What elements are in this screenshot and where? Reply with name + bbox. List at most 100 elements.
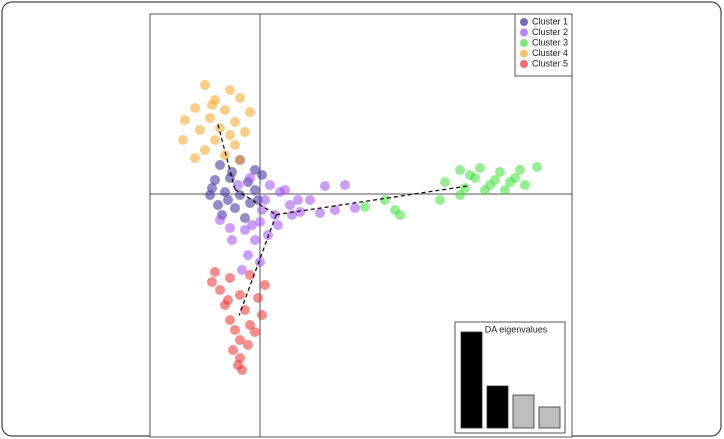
point [380, 195, 390, 205]
point [180, 115, 190, 125]
point [255, 257, 265, 267]
point [243, 340, 253, 350]
point [520, 180, 530, 190]
point [215, 123, 225, 133]
point [200, 80, 210, 90]
point [223, 295, 233, 305]
point [455, 190, 465, 200]
point [230, 325, 240, 335]
point [227, 167, 237, 177]
point [225, 130, 235, 140]
centroid-link [234, 188, 277, 216]
point [215, 215, 225, 225]
point [205, 113, 215, 123]
point [215, 160, 225, 170]
point [247, 220, 257, 230]
point [240, 127, 250, 137]
point [265, 180, 275, 190]
point [213, 200, 223, 210]
point [350, 203, 360, 213]
point [285, 200, 295, 210]
point [235, 290, 245, 300]
point [253, 293, 263, 303]
point [220, 150, 230, 160]
legend-label: Cluster 5 [532, 58, 568, 68]
eigen-bar [538, 406, 561, 429]
legend-label: Cluster 3 [532, 37, 568, 47]
point [190, 153, 200, 163]
point [210, 267, 220, 277]
point [207, 100, 217, 110]
point [240, 225, 250, 235]
point [250, 165, 260, 175]
point [257, 310, 267, 320]
point [230, 117, 240, 127]
point [500, 185, 510, 195]
point [237, 265, 247, 275]
point [250, 235, 260, 245]
point [220, 187, 230, 197]
point [495, 167, 505, 177]
point [320, 181, 330, 191]
point [260, 280, 270, 290]
legend-marker [520, 49, 528, 58]
centroid-link [238, 214, 277, 316]
point [360, 202, 370, 212]
legend-marker [520, 18, 528, 26]
point [223, 195, 233, 205]
point [390, 205, 400, 215]
point [435, 195, 445, 205]
point [293, 195, 303, 205]
point [460, 183, 470, 193]
point [245, 198, 255, 208]
eigen-bar [460, 331, 483, 429]
legend-label: Cluster 4 [532, 48, 568, 58]
point [465, 170, 475, 180]
point [225, 315, 235, 325]
legend-marker [520, 28, 528, 37]
point [178, 135, 188, 145]
point [245, 173, 255, 183]
point [245, 107, 255, 117]
point [228, 345, 238, 355]
point [235, 335, 245, 345]
legend-marker [520, 39, 528, 47]
point [235, 155, 245, 165]
legend-label: Cluster 1 [532, 16, 568, 26]
eigen-bar [486, 385, 509, 429]
point [195, 125, 205, 135]
point [245, 320, 255, 330]
point [287, 210, 297, 220]
point [305, 195, 315, 205]
point [315, 208, 325, 218]
point [340, 180, 350, 190]
point [220, 105, 230, 115]
point [440, 177, 450, 187]
point [235, 190, 245, 200]
point [257, 170, 267, 180]
point [200, 145, 210, 155]
point [455, 165, 465, 175]
point [190, 103, 200, 113]
point [240, 213, 250, 223]
inset-title: DA eigenvalues [485, 324, 548, 334]
point [225, 273, 235, 283]
centroid-link [276, 185, 470, 216]
point [273, 220, 283, 230]
point [263, 230, 273, 240]
point [260, 195, 270, 205]
point [215, 285, 225, 295]
point [243, 250, 253, 260]
point [210, 175, 220, 185]
point [233, 180, 243, 190]
point [235, 93, 245, 103]
point [257, 205, 267, 215]
point [475, 163, 485, 173]
point [210, 135, 220, 145]
point [250, 185, 260, 195]
point [532, 162, 542, 172]
point [250, 327, 260, 337]
legend-label: Cluster 2 [532, 27, 568, 37]
point [227, 235, 237, 245]
point [225, 85, 235, 95]
